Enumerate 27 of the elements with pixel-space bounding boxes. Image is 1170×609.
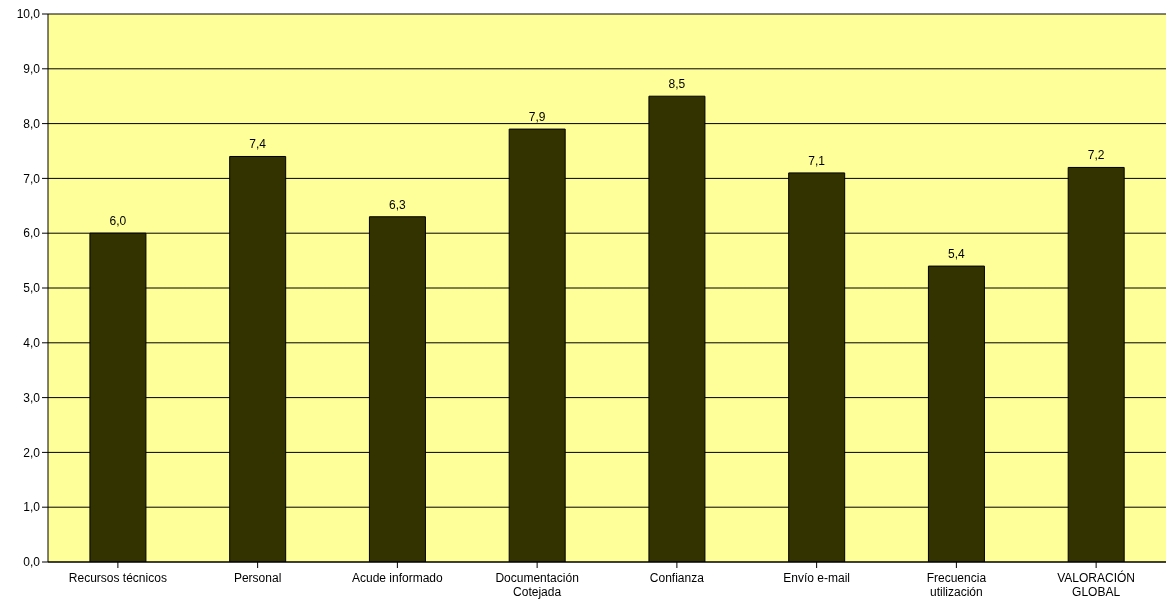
- data-label: 6,3: [389, 197, 407, 212]
- y-tick-label: 1,0: [23, 500, 41, 515]
- y-tick-label: 3,0: [23, 390, 41, 405]
- x-tick-label: Documentación Cotejada: [495, 571, 579, 599]
- data-label: 7,1: [808, 153, 826, 168]
- y-tick-label: 9,0: [23, 62, 41, 77]
- data-label: 7,2: [1087, 148, 1105, 163]
- x-tick-label: Recursos técnicos: [68, 571, 167, 585]
- data-label: 5,4: [948, 247, 966, 262]
- y-tick-label: 2,0: [23, 445, 41, 460]
- data-label: 7,4: [249, 137, 267, 152]
- data-label: 6,0: [109, 214, 127, 229]
- x-tick-label: Personal: [233, 571, 282, 585]
- x-tick-label: Acude informado: [352, 571, 444, 585]
- x-tick-label: Envío e-mail: [783, 571, 850, 585]
- y-tick-label: 7,0: [23, 171, 41, 186]
- x-tick-label: Confianza: [649, 571, 705, 585]
- y-tick-label: 6,0: [23, 226, 41, 241]
- y-tick-label: 8,0: [23, 116, 41, 131]
- x-tick-label: Frecuencia utilización: [926, 571, 987, 599]
- x-tick-label: VALORACIÓN GLOBAL: [1057, 570, 1136, 599]
- y-tick-label: 5,0: [23, 281, 41, 296]
- y-tick-label: 0,0: [23, 555, 41, 570]
- data-label: 7,9: [528, 110, 546, 125]
- data-label: 8,5: [668, 77, 686, 92]
- y-tick-label: 10,0: [16, 7, 41, 22]
- y-tick-label: 4,0: [23, 336, 41, 351]
